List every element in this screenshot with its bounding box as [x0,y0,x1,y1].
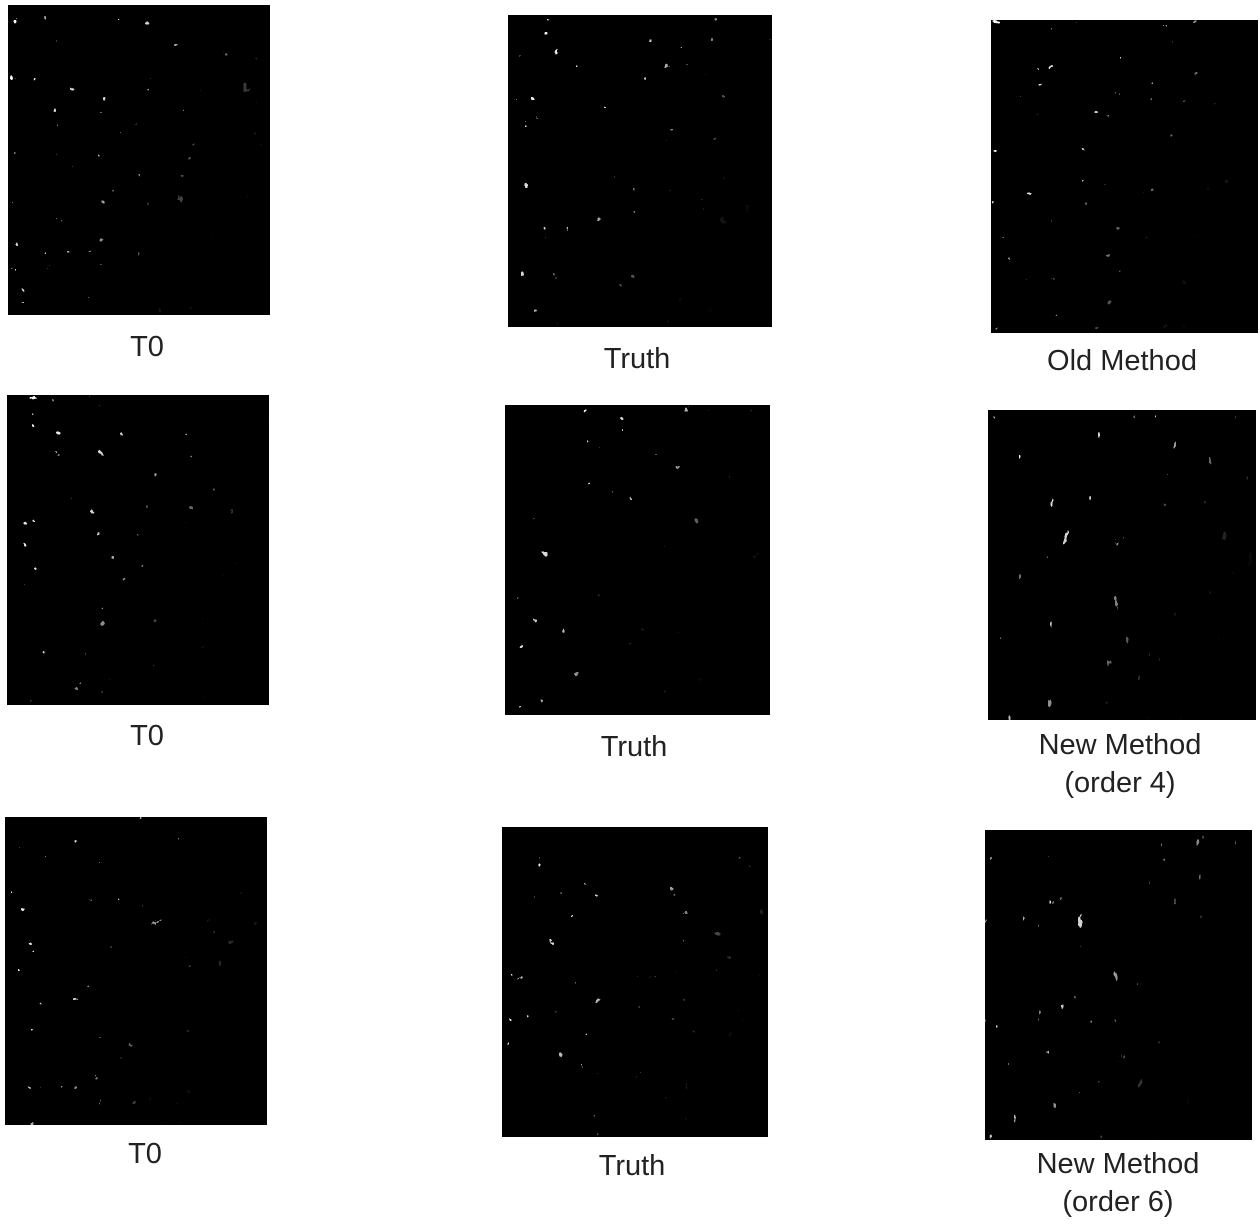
image-texture [505,405,770,715]
caption-line: Old Method [1047,345,1197,377]
caption-line: T0 [130,720,164,752]
image-texture [502,827,768,1137]
caption-line: Truth [603,343,671,375]
caption: Truth [477,340,797,378]
image-panel [505,405,770,715]
caption-line: Truth [600,731,668,763]
caption: New Method (order 6) [958,1145,1260,1221]
caption: Old Method [962,342,1260,380]
caption: Truth [472,1147,792,1185]
caption: New Method (order 4) [960,726,1260,802]
image-panel [985,830,1252,1140]
caption: Truth [474,728,794,766]
image-texture [988,410,1256,720]
caption-line: (order 6) [1062,1186,1174,1218]
caption: T0 [0,1135,305,1173]
image-texture [991,20,1258,333]
caption-line: Truth [598,1150,666,1182]
image-panel [502,827,768,1137]
image-texture [7,395,269,705]
caption-line: New Method [1036,1148,1200,1180]
caption-line: T0 [130,331,164,363]
image-texture [8,5,270,315]
image-texture [508,15,772,327]
caption-line: (order 4) [1064,767,1176,799]
caption: T0 [0,717,307,755]
caption-line: T0 [128,1138,162,1170]
image-texture [5,817,267,1125]
caption: T0 [0,328,307,366]
image-panel [8,5,270,315]
image-panel [508,15,772,327]
image-panel [988,410,1256,720]
image-panel [991,20,1258,333]
image-panel [5,817,267,1125]
caption-line: New Method [1038,729,1202,761]
image-panel [7,395,269,705]
image-texture [985,830,1252,1140]
